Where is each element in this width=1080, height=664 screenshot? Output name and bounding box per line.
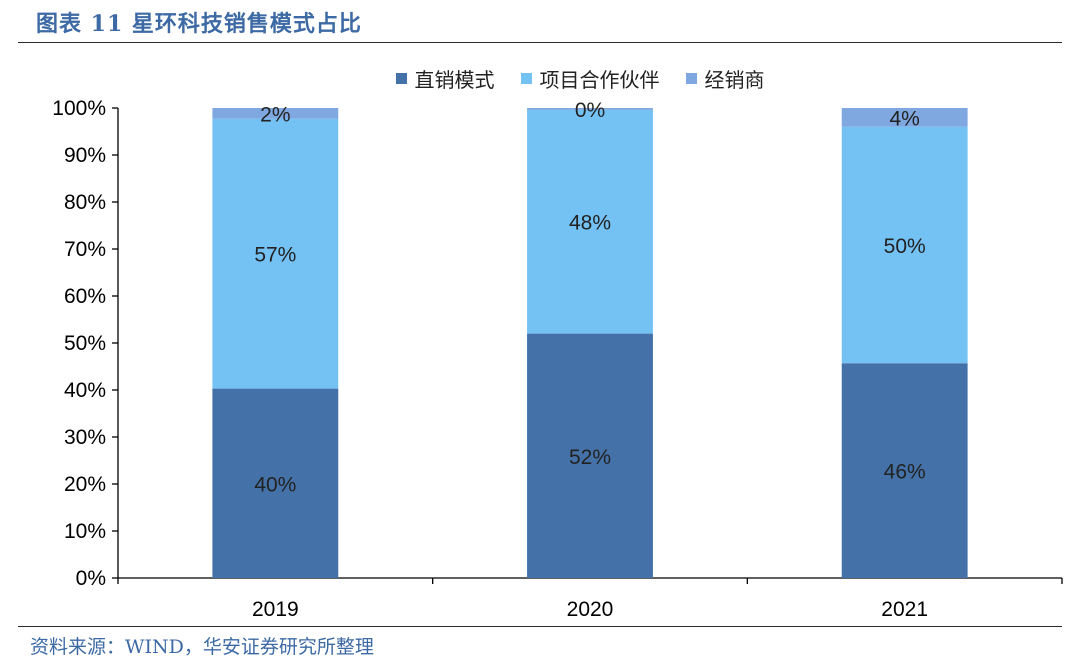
chart-title: 图表 11 星环科技销售模式占比 <box>36 11 362 37</box>
legend-label-direct: 直销模式 <box>414 68 495 92</box>
legend-swatch-partner <box>520 73 532 84</box>
footer-divider <box>18 626 1062 627</box>
legend-swatch-distributor <box>685 73 697 84</box>
y-tick-label: 80% <box>64 191 106 214</box>
y-tick-label: 70% <box>64 238 106 261</box>
bar-2020-series-0 <box>527 333 653 578</box>
y-tick-label: 90% <box>64 144 106 167</box>
data-label-2020-series-0: 52% <box>569 446 611 469</box>
title-divider <box>18 42 1062 43</box>
bar-2019-series-2 <box>212 108 339 119</box>
data-label-2021-series-1: 50% <box>884 235 926 258</box>
legend-swatch-direct <box>395 73 407 84</box>
y-tick-label: 100% <box>52 97 106 120</box>
data-label-2021-series-2: 4% <box>889 107 919 130</box>
legend-item-partner: 项目合作伙伴 <box>520 64 660 93</box>
x-tick-label: 2020 <box>567 598 614 621</box>
chart-legend: 直销模式 项目合作伙伴 经销商 <box>0 64 1080 93</box>
data-label-2019-series-0: 40% <box>254 473 296 496</box>
data-label-2020-series-2: 0% <box>575 99 605 122</box>
bar-2021-series-1 <box>841 126 968 364</box>
legend-label-distributor: 经销商 <box>704 68 765 92</box>
y-tick-label: 0% <box>76 567 106 590</box>
data-label-2019-series-2: 2% <box>260 103 290 126</box>
bar-2020-series-2 <box>527 108 653 110</box>
y-tick-label: 50% <box>64 332 106 355</box>
source-note: 资料来源：WIND，华安证券研究所整理 <box>30 636 374 658</box>
data-label-2021-series-0: 46% <box>884 461 926 484</box>
legend-item-distributor: 经销商 <box>685 64 765 93</box>
y-tick-label: 30% <box>64 426 106 449</box>
bar-2021-series-0 <box>841 363 968 578</box>
data-label-2020-series-1: 48% <box>569 212 611 235</box>
bar-2019-series-1 <box>212 118 339 389</box>
legend-label-partner: 项目合作伙伴 <box>539 68 660 92</box>
bar-2019-series-0 <box>212 388 339 578</box>
x-tick-label: 2021 <box>881 598 928 621</box>
bar-2021-series-2 <box>841 108 968 127</box>
bar-2020-series-1 <box>527 109 653 334</box>
y-tick-label: 40% <box>64 379 106 402</box>
data-label-2019-series-1: 57% <box>254 244 296 267</box>
legend-item-direct: 直销模式 <box>395 64 495 93</box>
y-tick-label: 20% <box>64 473 106 496</box>
y-tick-label: 10% <box>64 520 106 543</box>
y-tick-label: 60% <box>64 285 106 308</box>
x-tick-label: 2019 <box>252 598 299 621</box>
